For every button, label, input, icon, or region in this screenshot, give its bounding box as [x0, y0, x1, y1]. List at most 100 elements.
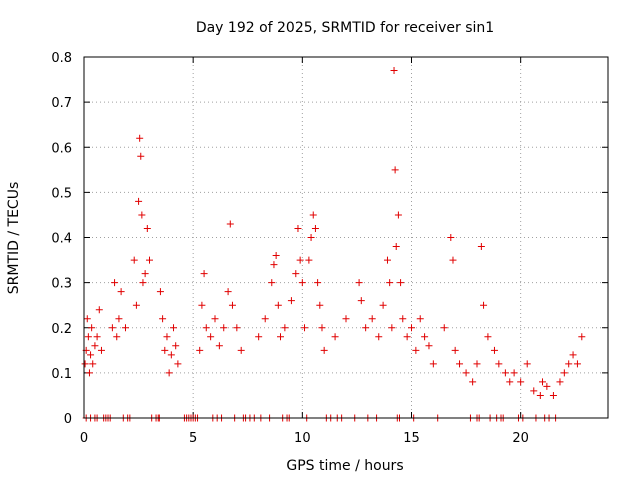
- data-point: [309, 211, 317, 219]
- data-point: [135, 197, 143, 205]
- data-point: [137, 152, 145, 160]
- data-point: [163, 333, 171, 341]
- data-point: [167, 351, 175, 359]
- data-point: [261, 315, 269, 323]
- x-tick-label: 15: [403, 431, 420, 446]
- data-point: [136, 134, 144, 142]
- data-point: [456, 360, 464, 368]
- y-tick-label: 0.1: [51, 367, 72, 382]
- y-axis-label: SRMTID / TECUs: [6, 182, 22, 295]
- data-point: [440, 324, 448, 332]
- y-tick-labels: 0 0.1 0.2 0.3 0.4 0.5 0.6 0.7 0.8: [51, 51, 72, 427]
- data-point: [274, 301, 282, 309]
- y-tick-label: 0.4: [51, 232, 72, 247]
- data-point: [121, 324, 129, 332]
- data-point: [421, 333, 429, 341]
- data-point: [298, 279, 306, 287]
- data-point: [165, 369, 173, 377]
- data-point: [390, 67, 398, 75]
- data-point: [510, 369, 518, 377]
- data-point: [462, 369, 470, 377]
- data-point: [202, 324, 210, 332]
- data-point: [383, 256, 391, 264]
- data-point: [287, 297, 295, 305]
- data-points: [81, 67, 586, 422]
- data-point: [81, 360, 89, 368]
- data-point: [95, 306, 103, 314]
- data-point: [449, 256, 457, 264]
- data-point: [88, 324, 96, 332]
- data-point: [233, 324, 241, 332]
- data-point: [530, 387, 538, 395]
- data-point: [117, 288, 125, 296]
- data-point: [97, 346, 105, 354]
- data-point: [301, 324, 309, 332]
- data-point: [490, 346, 498, 354]
- data-point: [484, 333, 492, 341]
- data-point: [355, 279, 363, 287]
- data-point: [196, 346, 204, 354]
- data-point: [425, 342, 433, 350]
- data-point: [156, 288, 164, 296]
- data-point: [172, 342, 180, 350]
- data-point: [316, 301, 324, 309]
- data-point: [379, 301, 387, 309]
- data-point: [111, 279, 119, 287]
- data-point: [392, 243, 400, 251]
- y-tick-label: 0.8: [51, 51, 72, 66]
- x-tick-label: 0: [80, 431, 88, 446]
- x-axis-label: GPS time / hours: [286, 458, 403, 474]
- data-point: [226, 220, 234, 228]
- y-tick-label: 0.5: [51, 186, 72, 201]
- data-point: [87, 351, 95, 359]
- data-point: [143, 224, 151, 232]
- data-point: [543, 382, 551, 390]
- data-point: [501, 369, 509, 377]
- data-point: [237, 346, 245, 354]
- data-point: [506, 378, 514, 386]
- data-point: [399, 315, 407, 323]
- data-point: [473, 360, 481, 368]
- data-point: [495, 360, 503, 368]
- data-point: [294, 224, 302, 232]
- data-point: [89, 360, 97, 368]
- data-point: [281, 324, 289, 332]
- data-point: [113, 333, 121, 341]
- data-point: [215, 342, 223, 350]
- data-point: [272, 252, 280, 260]
- x-tick-labels: 0 5 10 15 20: [80, 431, 529, 446]
- data-point: [565, 360, 573, 368]
- data-point: [170, 324, 178, 332]
- data-point: [84, 333, 92, 341]
- data-point: [578, 333, 586, 341]
- data-point: [174, 360, 182, 368]
- data-point: [368, 315, 376, 323]
- data-point: [139, 279, 147, 287]
- data-point: [549, 391, 557, 399]
- x-tick-label: 5: [189, 431, 197, 446]
- data-point: [311, 224, 319, 232]
- data-point: [91, 342, 99, 350]
- data-point: [83, 315, 91, 323]
- data-point: [93, 333, 101, 341]
- data-point: [451, 346, 459, 354]
- y-tick-label: 0: [64, 412, 72, 427]
- data-point: [539, 378, 546, 386]
- data-point: [388, 324, 396, 332]
- data-point: [130, 256, 138, 264]
- data-point: [314, 279, 322, 287]
- data-point: [477, 243, 485, 251]
- data-point: [224, 288, 232, 296]
- data-point: [207, 333, 215, 341]
- y-tick-label: 0.3: [51, 277, 72, 292]
- data-point: [161, 346, 169, 354]
- y-tick-label: 0.7: [51, 96, 72, 111]
- y-tick-label: 0.6: [51, 141, 72, 156]
- data-point: [386, 279, 394, 287]
- data-point: [296, 256, 304, 264]
- data-point: [307, 234, 315, 241]
- data-point: [429, 360, 437, 368]
- data-point: [573, 360, 581, 368]
- data-point: [331, 333, 339, 341]
